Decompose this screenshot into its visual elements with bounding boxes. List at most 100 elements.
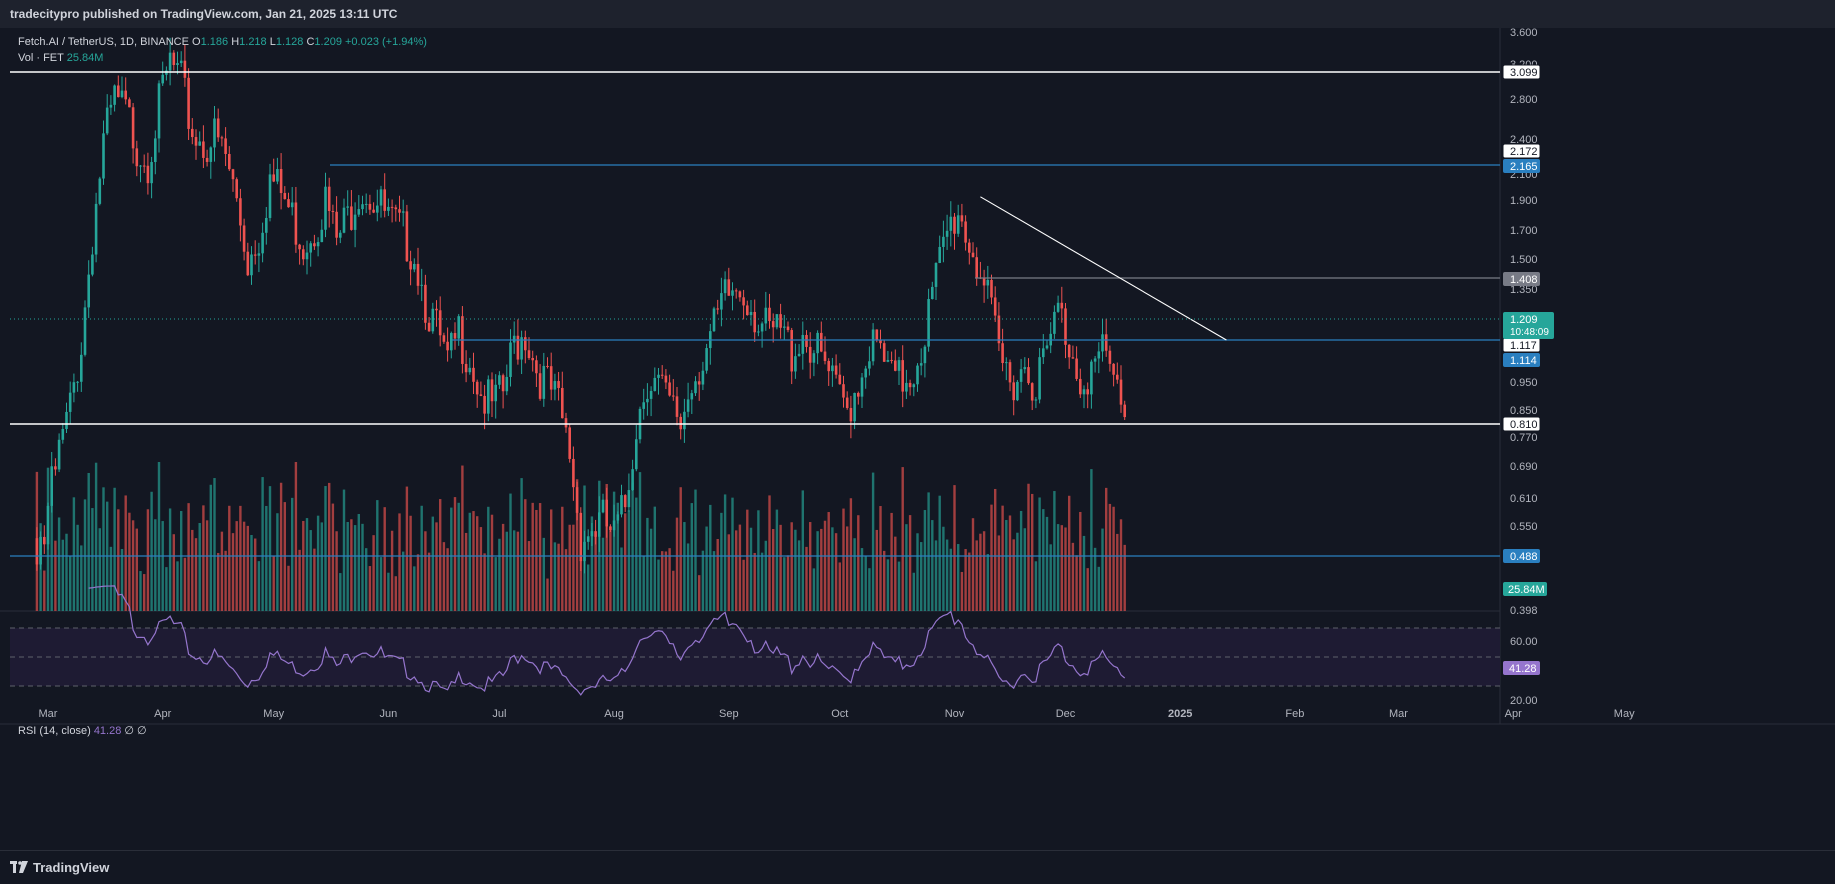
volume-bar [1064,527,1067,611]
volume-bar [638,472,642,611]
candle-body [535,360,538,374]
volume-bar [1082,535,1086,611]
volume-bar [501,523,505,611]
candle-body [931,286,934,299]
volume-bar [487,506,490,611]
volume-bar [624,513,627,611]
volume-bar [413,566,416,611]
candle-body [982,278,986,286]
ohlc-high-label: H [231,36,240,48]
candle-body [242,225,246,252]
volume-bar [172,534,175,611]
volume-bar [402,551,405,611]
price-level-tag [1503,353,1540,367]
candle-body [823,351,827,361]
candle-body [697,381,701,385]
volume-bar [427,552,431,611]
volume-bar [279,482,283,611]
candle-body [753,311,756,333]
candle-body [487,379,490,414]
volume-bar [661,551,664,611]
tradingview-logo[interactable]: TradingView [10,860,109,875]
volume-bar [1116,533,1119,611]
volume-bar [964,549,967,611]
volume-bar [1056,524,1060,611]
candle-body [168,52,172,71]
volume-bar [524,499,527,611]
candle-body [635,439,638,470]
candle-body [660,374,664,376]
candle-body [231,169,235,180]
candle-body [812,353,816,363]
candle-body [1038,357,1041,400]
candle-body [220,137,224,139]
volume-bar [231,533,235,611]
candle-body [945,230,949,237]
volume-bar [91,508,94,611]
candle-body [746,305,749,316]
candle-body [975,257,978,278]
price-level-label: 1.408 [1510,274,1538,286]
candle-body [875,329,879,340]
volume-bar [679,487,682,611]
volume-bar [1119,519,1123,611]
candle-body [734,290,738,292]
candle-body [235,179,238,199]
candle-body [501,375,505,392]
price-tick-label: 1.500 [1510,254,1538,266]
candle-body [886,359,890,362]
rsi-tick-label: 20.00 [1510,695,1538,707]
candle-body [120,90,124,98]
candle-body [742,297,745,306]
volume-bar [205,520,209,611]
volume-bar [235,521,238,611]
candle-body [320,229,324,243]
candle-body [413,263,416,270]
candle-body [572,458,575,488]
candle-body [183,60,187,78]
volume-bar [738,524,742,611]
volume-bar [357,514,360,611]
volume-bar [986,554,989,611]
volume-bar [1053,491,1056,611]
volume-bar [72,497,76,611]
price-tick-label: 0.398 [1510,605,1538,617]
volume-bar [520,478,523,611]
candle-body [379,189,383,206]
volume-bar [823,520,827,611]
candle-body [731,290,734,296]
volume-bar [1071,542,1075,611]
volume-bar [746,509,749,611]
volume-bar [457,502,460,611]
volume-bar [982,531,986,611]
candle-body [405,211,409,262]
volume-bar [1068,495,1071,611]
candle-body [542,365,546,399]
volume-bar [498,538,501,611]
symbol-title[interactable]: Fetch.AI / TetherUS, 1D, BINANCE [18,36,189,48]
volume-bar [324,486,327,611]
candle-body [953,216,956,234]
time-axis-label: Apr [154,708,171,720]
volume-bar [83,499,87,611]
candle-body [564,418,568,428]
volume-bar [568,524,571,611]
volume-bar [949,548,952,611]
candle-body [916,365,919,385]
volume-bar [57,517,61,611]
volume-bar [1038,497,1041,611]
rsi-label[interactable]: RSI (14, close) [18,725,91,737]
candle-body [561,387,564,419]
price-chart[interactable]: 3.6003.2002.8002.4002.1001.9001.7001.500… [0,28,1835,850]
volume-bar [335,531,338,611]
volume-bar [1034,561,1038,611]
ohlc-open-label: O [192,36,201,48]
volume-bar [39,523,42,611]
candle-body [187,77,190,129]
candle-body [690,393,694,400]
candle-body [364,203,368,205]
candle-body [279,168,283,194]
candle-body [538,373,542,399]
volume-bar [712,551,716,611]
volume-bar [1008,515,1012,611]
